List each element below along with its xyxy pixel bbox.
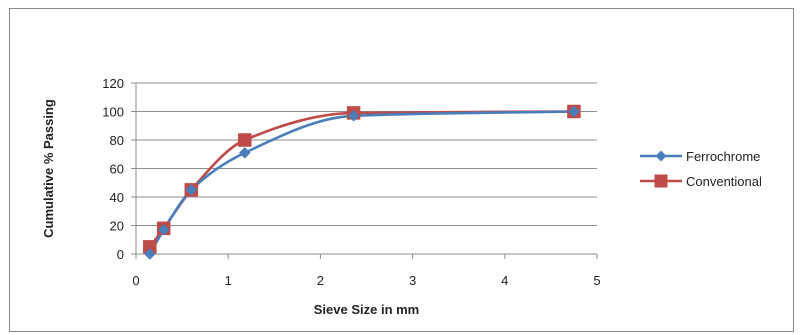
data-point-ferrochrome [185,184,198,196]
legend: Ferrochrome Conventional [640,149,762,189]
y-axis-title: Cumulative % Passing [41,99,56,238]
y-tick-label: 80 [110,133,124,148]
legend-label-conventional: Conventional [686,174,762,189]
x-tick-label: 0 [132,273,139,288]
x-tick-label: 4 [501,273,508,288]
axes [131,82,598,259]
y-tick-label: 60 [110,162,124,177]
x-tick-label: 2 [317,273,324,288]
x-tick-label: 1 [225,273,232,288]
x-tick-label: 5 [593,273,600,288]
legend-marker-conventional [654,174,668,188]
data-point-ferrochrome [238,146,251,159]
y-tick-label: 120 [102,76,124,91]
data-point-ferrochrome [568,105,580,118]
series-line-conventional [148,110,576,249]
legend-item-ferrochrome: Ferrochrome [640,149,760,164]
gridlines [136,82,597,226]
data-point-conventional [238,133,252,147]
data-point-ferrochrome [347,109,360,122]
x-axis-title: Sieve Size in mm [314,302,420,317]
y-tick-label: 20 [110,219,124,234]
chart-frame [9,8,794,332]
y-tick-label: 40 [110,190,124,205]
x-tick-label: 3 [409,273,416,288]
series-line-ferrochrome [148,110,576,256]
data-point-ferrochrome [143,248,156,260]
data-point-conventional [143,240,157,254]
legend-item-conventional: Conventional [640,174,762,189]
tick-labels: 0 20 40 60 80 100 120 0 1 2 3 4 5 [102,76,600,288]
y-tick-label: 0 [117,247,124,262]
legend-marker-ferrochrome [655,150,667,162]
data-series [143,104,581,260]
y-tick-label: 100 [102,105,124,120]
legend-label-ferrochrome: Ferrochrome [686,149,760,164]
data-point-ferrochrome [157,223,170,236]
